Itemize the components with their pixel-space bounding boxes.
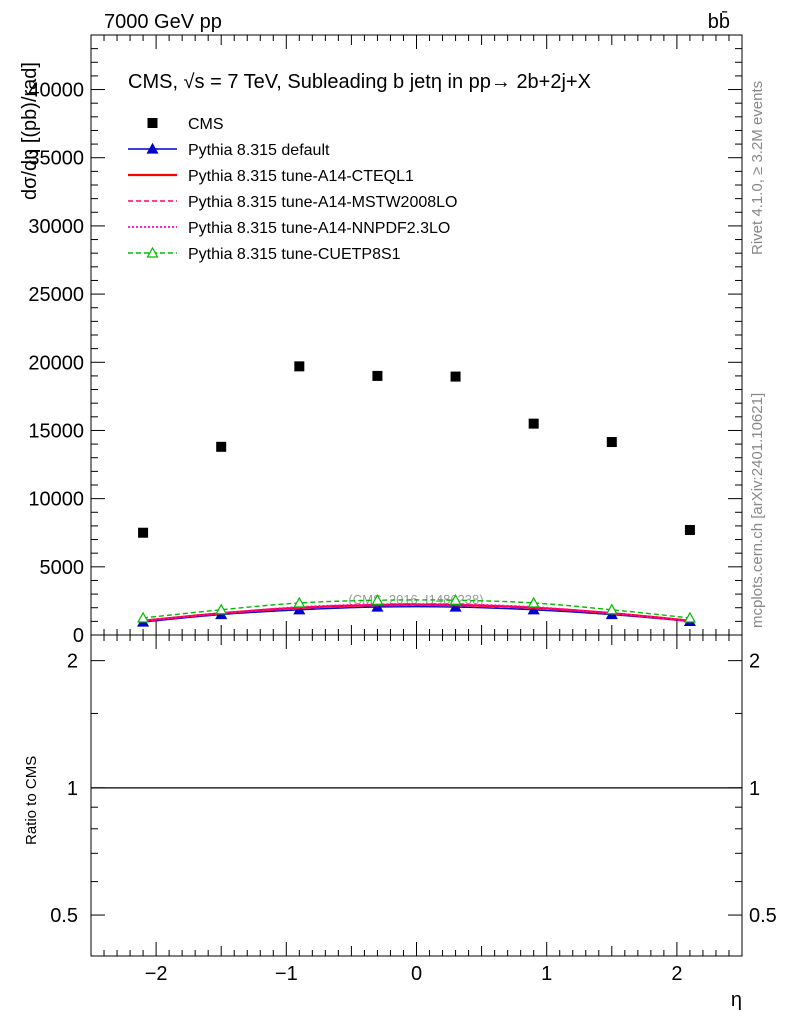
ratio-y-tick-label-right: 2 bbox=[749, 651, 760, 673]
series-line bbox=[143, 599, 690, 619]
data-point-marker bbox=[527, 603, 540, 615]
data-point-marker bbox=[371, 593, 384, 605]
y-tick-label: 25000 bbox=[28, 284, 84, 306]
x-tick-label: 1 bbox=[541, 963, 552, 985]
x-tick-label: −2 bbox=[145, 963, 168, 985]
data-point-marker bbox=[527, 596, 540, 608]
data-point-marker bbox=[683, 611, 696, 623]
ratio-y-tick-label: 1 bbox=[67, 778, 78, 800]
y-axis-label: dσ/dη [(pb)/rad] bbox=[19, 62, 41, 200]
data-point-cms bbox=[606, 437, 617, 448]
x-tick-label: 2 bbox=[671, 963, 682, 985]
series-line bbox=[143, 604, 690, 623]
legend-marker bbox=[146, 246, 159, 258]
header-right: bb̄ bbox=[708, 10, 730, 33]
y-tick-label: 15000 bbox=[28, 420, 84, 442]
legend-item: Pythia 8.315 tune-A14-MSTW2008LO bbox=[128, 194, 457, 211]
series-line bbox=[142, 603, 691, 622]
y-tick-label: 10000 bbox=[28, 489, 84, 511]
data-point-marker bbox=[449, 600, 462, 612]
ratio-y-tick-label: 0.5 bbox=[50, 905, 78, 927]
ratio-y-tick-label-right: 0.5 bbox=[749, 905, 777, 927]
legend-label: CMS bbox=[188, 116, 224, 133]
ratio-y-axis-label: Ratio to CMS bbox=[23, 756, 40, 845]
legend-item: Pythia 8.315 tune-A14-NNPDF2.3LO bbox=[128, 220, 450, 237]
data-point-cms bbox=[216, 441, 227, 452]
legend-item: Pythia 8.315 default bbox=[128, 142, 330, 159]
ratio-frame bbox=[90, 634, 743, 957]
y-tick-label: 20000 bbox=[28, 352, 84, 374]
ratio-axes: −2 −1 0 1 2 0.5 0.5 1 1 2 2 bbox=[50, 635, 777, 985]
legend-label: Pythia 8.315 tune-A14-CTEQL1 bbox=[188, 168, 414, 185]
legend: CMS Pythia 8.315 default Pythia 8.315 tune… bbox=[128, 116, 457, 263]
series-layer bbox=[137, 361, 696, 627]
legend-marker bbox=[147, 118, 158, 128]
ratio-y-tick-label-right: 1 bbox=[749, 778, 760, 800]
legend-label: Pythia 8.315 tune-CUETP8S1 bbox=[188, 246, 401, 263]
x-tick-label: −1 bbox=[275, 963, 298, 985]
x-tick-label: 0 bbox=[411, 963, 422, 985]
series-0 bbox=[138, 361, 695, 538]
data-point-marker bbox=[293, 603, 306, 615]
y-tick-label: 30000 bbox=[28, 216, 84, 238]
data-point-cms bbox=[684, 525, 695, 535]
data-point-cms bbox=[372, 370, 383, 381]
rivet-label: Rivet 4.1.0, ≥ 3.2M events bbox=[749, 80, 766, 255]
legend-label: Pythia 8.315 tune-A14-NNPDF2.3LO bbox=[188, 220, 450, 237]
data-point-marker bbox=[371, 600, 384, 612]
data-point-cms bbox=[528, 418, 539, 429]
legend-item: Pythia 8.315 tune-A14-CTEQL1 bbox=[128, 168, 414, 185]
legend-item: Pythia 8.315 tune-CUETP8S1 bbox=[128, 246, 401, 263]
data-point-cms bbox=[450, 371, 461, 382]
chart-title: CMS, √s = 7 TeV, Subleading b jetη in pp… bbox=[128, 71, 591, 93]
series-line bbox=[143, 606, 690, 623]
series-4 bbox=[142, 603, 691, 622]
main-axes: 0 5000 10000 15000 20000 25000 30000 35000 40000 bbox=[28, 35, 743, 647]
series-5 bbox=[137, 593, 696, 623]
data-point-marker bbox=[137, 611, 150, 623]
mcplots-label: mcplots.cern.ch [arXiv:2401.10621] bbox=[749, 392, 766, 628]
data-point-cms bbox=[294, 361, 305, 372]
legend-item: CMS bbox=[147, 116, 224, 133]
y-tick-label: 0 bbox=[73, 625, 84, 647]
legend-marker bbox=[146, 142, 159, 154]
legend-label: Pythia 8.315 default bbox=[188, 142, 330, 159]
ratio-y-tick-label: 2 bbox=[67, 651, 78, 673]
data-point-marker bbox=[449, 593, 462, 605]
y-tick-label: 35000 bbox=[28, 148, 84, 170]
header-left: 7000 GeV pp bbox=[104, 11, 222, 33]
y-tick-label: 5000 bbox=[40, 557, 85, 579]
x-axis-label: η bbox=[731, 989, 742, 1011]
y-tick-label: 40000 bbox=[28, 80, 84, 102]
data-point-marker bbox=[215, 603, 228, 615]
data-point-marker bbox=[293, 596, 306, 608]
legend-label: Pythia 8.315 tune-A14-MSTW2008LO bbox=[188, 194, 457, 211]
series-3 bbox=[143, 604, 690, 623]
data-point-cms bbox=[138, 527, 149, 538]
data-point-marker bbox=[605, 603, 618, 615]
